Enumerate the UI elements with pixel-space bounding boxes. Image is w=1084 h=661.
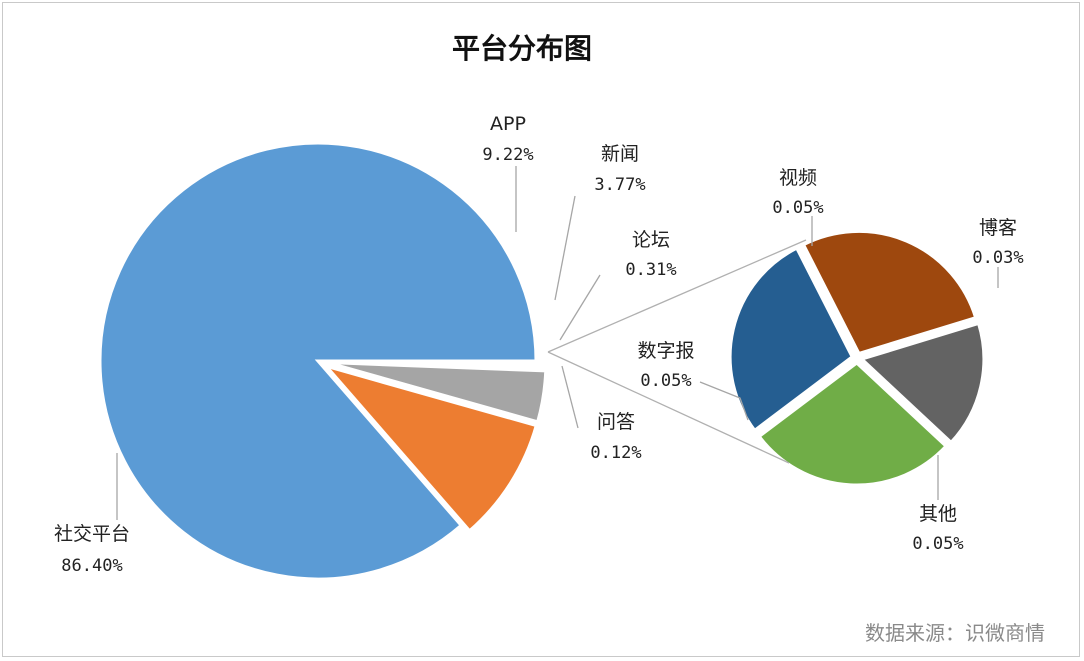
- label-app-value: 9.22%: [482, 145, 533, 165]
- label-social-name: 社交平台: [54, 523, 130, 545]
- label-qa-value: 0.12%: [590, 443, 641, 463]
- chart-title: 平台分布图: [452, 32, 592, 65]
- data-source-note: 数据来源：识微商情: [865, 621, 1045, 645]
- label-social-value: 86.40%: [61, 556, 122, 576]
- leader-line-news: [554, 195, 576, 301]
- label-news-value: 3.77%: [594, 175, 645, 195]
- connector-line-bottom: [547, 351, 790, 464]
- pie-slice-app: [322, 363, 539, 533]
- leader-line-qa: [561, 365, 579, 429]
- subpie-slice-blog: [858, 321, 986, 445]
- label-video-value: 0.05%: [772, 198, 823, 218]
- leader-line-forum: [559, 274, 601, 341]
- label-digital-value: 0.05%: [640, 371, 691, 391]
- label-blog-value: 0.03%: [972, 248, 1023, 268]
- label-video-name: 视频: [779, 167, 817, 189]
- pie-slice-social: [98, 141, 538, 581]
- sub-pie: [728, 229, 986, 487]
- leader-lines: [116, 166, 999, 520]
- leader-line-digital: [699, 381, 749, 421]
- label-blog-name: 博客: [979, 217, 1017, 239]
- main-pie: [98, 141, 548, 581]
- subpie-slice-video: [801, 229, 978, 356]
- label-digital-name: 数字报: [637, 340, 694, 362]
- label-qa-name: 问答: [597, 411, 635, 433]
- pie-slice-news: [327, 361, 548, 424]
- subpie-slice-digital-paper: [728, 246, 855, 433]
- label-other-name: 其他: [919, 503, 957, 525]
- label-other-value: 0.05%: [912, 534, 963, 554]
- label-app-name: APP: [490, 113, 526, 135]
- label-forum-name: 论坛: [632, 229, 670, 251]
- label-news-name: 新闻: [601, 143, 639, 165]
- label-forum-value: 0.31%: [625, 260, 676, 280]
- connector-line-top: [547, 239, 807, 353]
- subpie-slice-other: [757, 361, 949, 487]
